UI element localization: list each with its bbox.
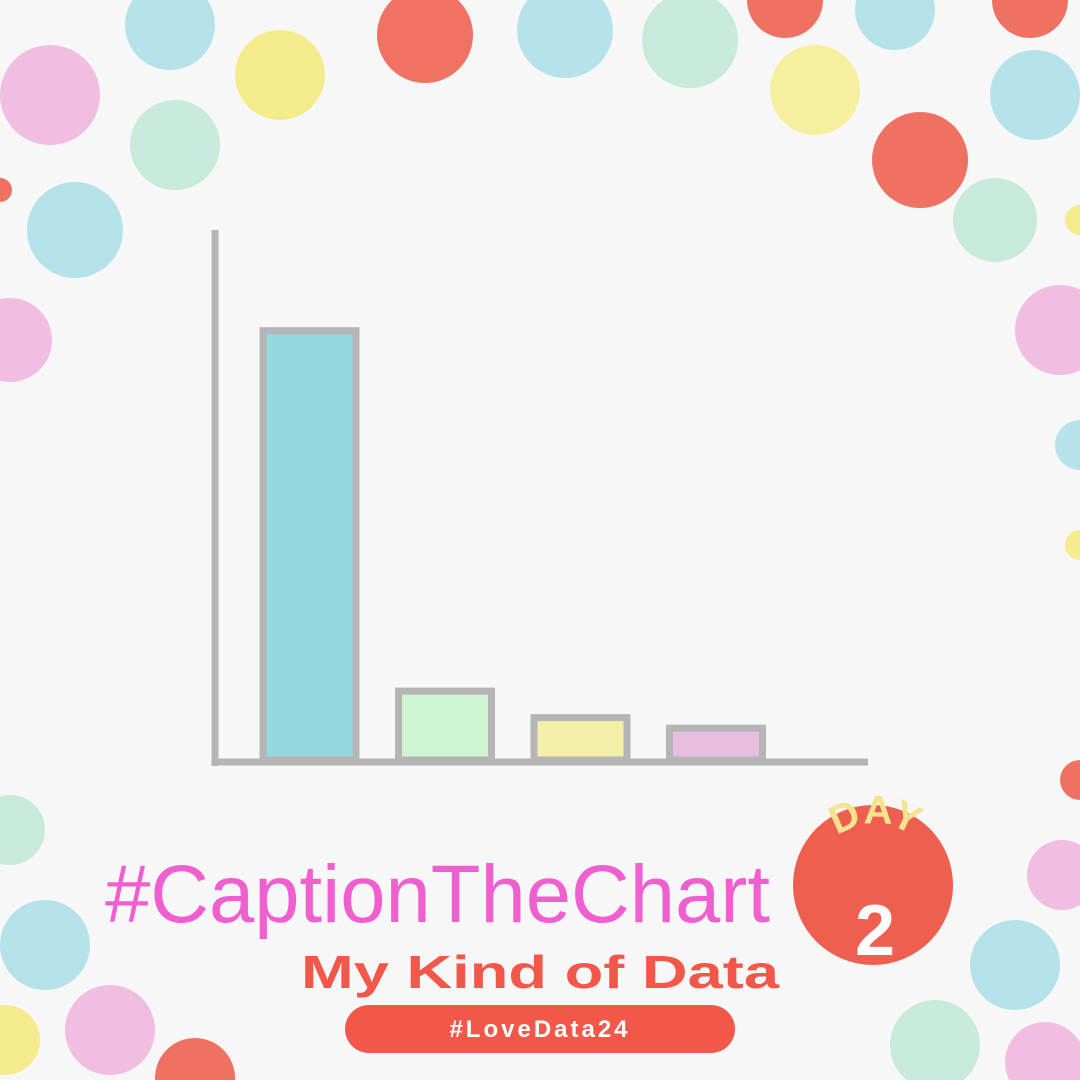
plot xyxy=(259,327,766,764)
dot xyxy=(517,0,613,78)
dot xyxy=(953,178,1037,262)
dot xyxy=(990,50,1080,140)
dot xyxy=(1055,420,1080,470)
dot xyxy=(377,0,473,83)
dot xyxy=(1005,1022,1080,1080)
chart-title: #CaptionTheChart xyxy=(105,849,770,940)
bar xyxy=(666,724,766,764)
dot xyxy=(970,920,1060,1010)
dot xyxy=(1015,285,1080,375)
dot xyxy=(770,45,860,135)
hashtag: #LoveData24 xyxy=(449,1016,630,1043)
dot xyxy=(1065,530,1080,560)
dot xyxy=(1027,840,1080,910)
dot xyxy=(130,100,220,190)
dot xyxy=(0,298,52,382)
dot xyxy=(235,30,325,120)
hashtag-pill xyxy=(345,1005,735,1053)
dot xyxy=(0,1005,40,1075)
bar xyxy=(259,327,360,764)
dot xyxy=(747,0,823,38)
dot xyxy=(992,0,1068,38)
dot xyxy=(890,1000,980,1080)
chart-subtitle: My Kind of Data xyxy=(301,946,780,998)
dot xyxy=(0,45,100,145)
dot xyxy=(1060,760,1080,800)
badge-number: 2 xyxy=(855,891,895,971)
badge xyxy=(793,805,953,965)
bar xyxy=(530,714,631,764)
dot xyxy=(0,178,12,202)
dot xyxy=(642,0,738,88)
dot xyxy=(872,112,968,208)
dot xyxy=(0,795,45,865)
dot xyxy=(155,1038,235,1080)
dot xyxy=(1065,205,1080,235)
dot xyxy=(855,0,935,50)
bar xyxy=(395,687,495,764)
dot xyxy=(27,182,123,278)
dot xyxy=(0,900,90,990)
dot xyxy=(65,985,155,1075)
dot xyxy=(125,0,215,70)
